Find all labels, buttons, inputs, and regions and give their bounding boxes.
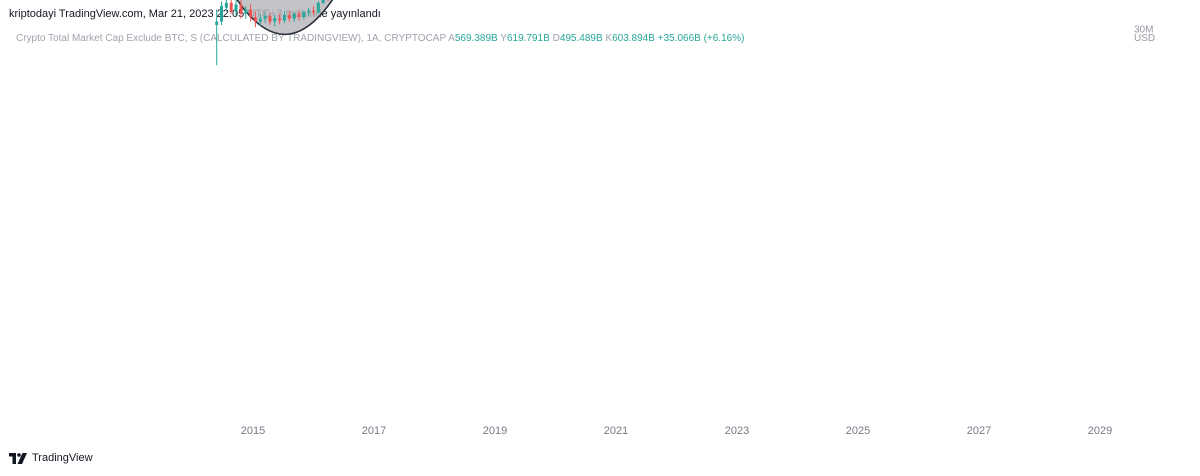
x-tick-label: 2029	[1088, 425, 1112, 437]
candle-body-14	[282, 15, 286, 21]
candle-body-7	[249, 9, 253, 18]
candle-body-18	[302, 12, 306, 18]
symbol-title: Crypto Total Market Cap Exclude BTC, S (…	[16, 33, 446, 44]
candle-body-16	[292, 13, 296, 19]
candle-body-2	[224, 2, 228, 8]
x-tick-label: 2021	[604, 425, 628, 437]
candle-body-13	[278, 18, 282, 21]
high-value: 619.791B	[506, 33, 550, 44]
candle-body-22	[321, 0, 325, 3]
candle-body-11	[268, 16, 272, 22]
candle-body-19	[307, 10, 311, 13]
time-axis: 2015 2017 2019 2021 2023 2025 2027 2029	[241, 425, 1112, 437]
y-tick-label: 30M	[1134, 24, 1153, 35]
candles	[215, 0, 334, 66]
x-tick-label: 2027	[967, 425, 991, 437]
close-key: K	[605, 33, 613, 44]
candle-body-8	[253, 17, 257, 22]
cup-patterns	[236, 0, 334, 35]
candle-body-4	[234, 4, 238, 12]
tradingview-logo-icon	[9, 452, 27, 464]
symbol-legend: Crypto Total Market Cap Exclude BTC, S (…	[16, 33, 744, 44]
candle-body-17	[297, 13, 301, 18]
price-axis: USD20T6T1.5T300B75B15B3B750M150M30M3T603…	[1134, 24, 1155, 44]
x-tick-label: 2025	[846, 425, 870, 437]
candle-body-6	[244, 9, 248, 14]
x-tick-label: 2023	[725, 425, 749, 437]
candle-body-5	[239, 4, 243, 14]
candle-body-9	[258, 18, 262, 22]
tradingview-logo: TradingView	[9, 452, 93, 464]
x-tick-label: 2017	[362, 425, 386, 437]
candle-body-21	[316, 2, 320, 13]
candle-body-0	[215, 21, 219, 25]
change-value: +35.066B (+6.16%)	[657, 33, 745, 44]
candle-body-10	[263, 16, 267, 19]
candle-body-20	[312, 10, 315, 13]
candle-body-15	[287, 15, 291, 19]
brand-name: TradingView	[32, 452, 93, 464]
candle-body-12	[273, 18, 277, 22]
x-tick-label: 2019	[483, 425, 507, 437]
low-value: 495.489B	[559, 33, 603, 44]
candle-body-3	[229, 2, 233, 12]
open-key: A	[448, 33, 455, 44]
low-key: D	[552, 33, 560, 44]
axis-unit-label: USD	[1134, 33, 1155, 44]
high-key: Y	[500, 33, 507, 44]
close-value: 603.894B	[612, 33, 655, 44]
open-value: 569.389B	[454, 33, 498, 44]
x-tick-label: 2015	[241, 425, 265, 437]
candle-body-1	[220, 5, 224, 22]
